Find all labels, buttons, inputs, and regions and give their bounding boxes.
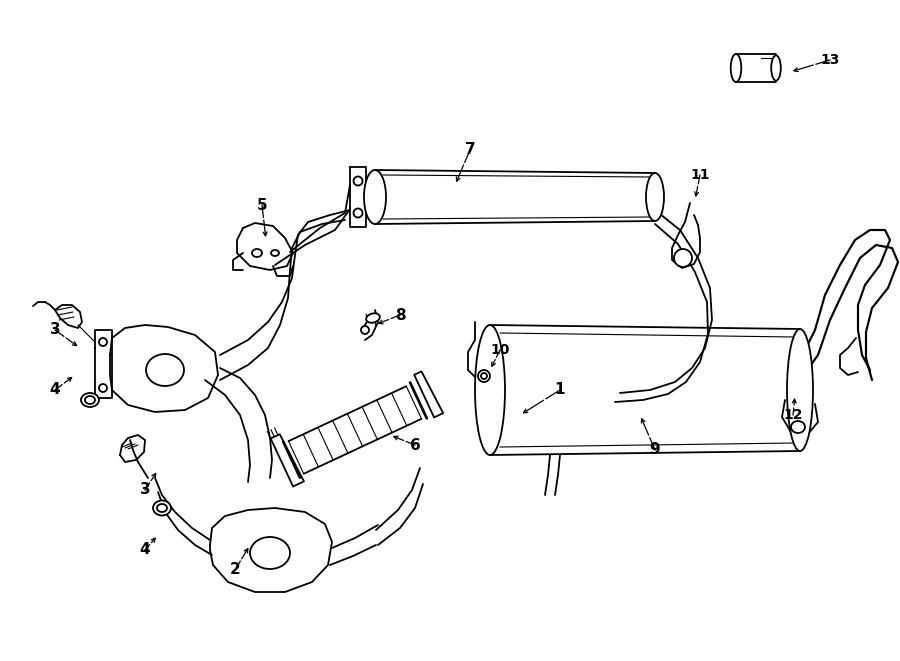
Text: 4: 4 xyxy=(140,543,150,557)
Text: 11: 11 xyxy=(690,168,710,182)
Ellipse shape xyxy=(771,56,781,81)
Text: 10: 10 xyxy=(491,343,509,357)
Text: 2: 2 xyxy=(230,563,240,578)
Ellipse shape xyxy=(354,176,363,186)
Ellipse shape xyxy=(787,329,813,451)
Ellipse shape xyxy=(366,313,380,323)
Text: 3: 3 xyxy=(50,323,60,338)
Ellipse shape xyxy=(81,393,99,407)
Ellipse shape xyxy=(252,249,262,257)
Ellipse shape xyxy=(791,421,805,433)
Ellipse shape xyxy=(646,173,664,221)
Ellipse shape xyxy=(153,500,171,516)
Text: 6: 6 xyxy=(410,438,420,453)
Ellipse shape xyxy=(674,249,692,267)
Text: 3: 3 xyxy=(140,483,150,498)
Ellipse shape xyxy=(157,504,167,512)
Text: 12: 12 xyxy=(783,408,803,422)
Ellipse shape xyxy=(354,208,363,217)
Text: 4: 4 xyxy=(50,383,60,397)
Text: 5: 5 xyxy=(256,198,267,212)
Text: 9: 9 xyxy=(650,442,661,457)
Ellipse shape xyxy=(475,325,505,455)
Ellipse shape xyxy=(361,326,369,334)
Text: 8: 8 xyxy=(395,307,405,323)
Ellipse shape xyxy=(364,170,386,224)
Text: 7: 7 xyxy=(464,143,475,157)
Ellipse shape xyxy=(271,250,279,256)
Text: 1: 1 xyxy=(554,383,565,397)
Ellipse shape xyxy=(731,54,742,82)
Ellipse shape xyxy=(478,370,490,382)
Ellipse shape xyxy=(85,396,95,404)
Ellipse shape xyxy=(250,537,290,569)
Ellipse shape xyxy=(99,338,107,346)
Ellipse shape xyxy=(146,354,184,386)
Text: 13: 13 xyxy=(820,53,840,67)
Ellipse shape xyxy=(99,384,107,392)
Ellipse shape xyxy=(481,373,487,379)
